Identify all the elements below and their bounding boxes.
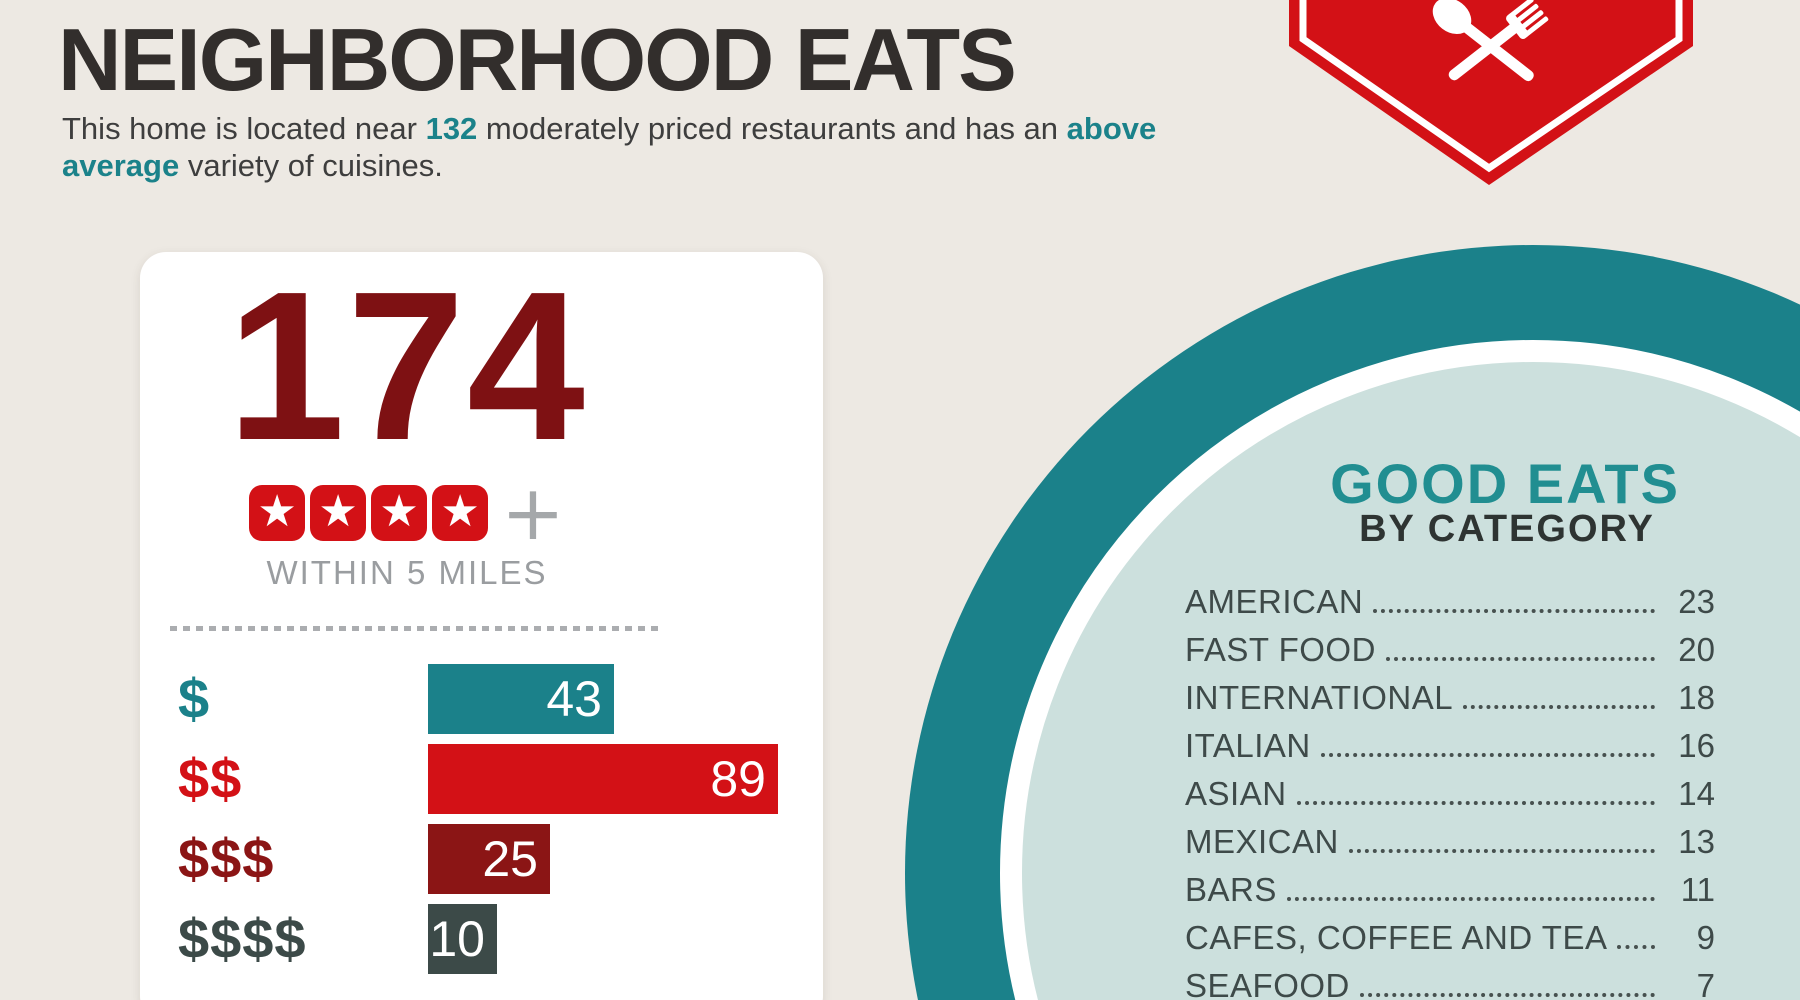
star-glyph: ★ (379, 485, 419, 537)
price-tier-label: $$$$ (178, 907, 307, 970)
dotted-leader (1296, 801, 1655, 805)
crossed-spoon-and-fork-icon (1289, 0, 1693, 185)
good-eats-subtitle: BY CATEGORY (1359, 508, 1655, 550)
category-value: 23 (1678, 583, 1715, 620)
dotted-leader (1320, 753, 1655, 757)
price-tier-label: $$$ (178, 827, 275, 890)
category-label: ITALIAN (1185, 727, 1311, 764)
category-row: ASIAN 14 (1185, 770, 1715, 818)
price-tier-value: 89 (710, 751, 766, 807)
dotted-leader (1373, 609, 1655, 613)
category-label: AMERICAN (1185, 583, 1364, 620)
price-bar-row: $$$$ 10 (140, 904, 823, 974)
category-label: SEAFOOD (1185, 967, 1350, 1000)
page-subtitle: This home is located near 132 moderately… (62, 110, 1212, 184)
star-glyph: ★ (318, 485, 358, 537)
star-icon: ★ (310, 485, 367, 541)
star-glyph: ★ (257, 485, 297, 537)
category-row: BARS 11 (1185, 866, 1715, 914)
category-row: MEXICAN 13 (1185, 818, 1715, 866)
page-title: NEIGHBORHOOD EATS (58, 10, 1017, 109)
good-eats-title: GOOD EATS (1330, 452, 1680, 515)
price-tier-value: 10 (429, 911, 485, 967)
dotted-leader (1385, 657, 1655, 661)
price-tier-label: $ (178, 667, 211, 730)
price-bar-row: $$$ 25 (140, 824, 823, 894)
star-icon: ★ (432, 485, 489, 541)
price-tier-bar: 89 (428, 744, 778, 814)
subtitle-text: moderately priced restaurants and has an (477, 111, 1067, 146)
category-value: 20 (1678, 631, 1715, 668)
category-label: INTERNATIONAL (1185, 679, 1454, 716)
radius-caption: WITHIN 5 MILES (266, 554, 548, 591)
price-tier-value: 25 (482, 831, 538, 887)
restaurant-stats-card: 174 ★ ★ ★ ★ + WITHIN 5 MILES $43 $$ 89 $$$ 25 $$$… (140, 252, 823, 1000)
total-restaurants-count: 174 (227, 247, 587, 484)
category-row: CAFES, COFFEE AND TEA 9 (1185, 914, 1715, 962)
subtitle-text: variety of cuisines. (179, 148, 443, 183)
price-tier-bar: 25 (428, 824, 550, 894)
price-tier-bar: 43 (428, 664, 614, 734)
category-label: CAFES, COFFEE AND TEA (1185, 919, 1608, 956)
dotted-leader (1617, 945, 1655, 949)
price-bar-row: $$ 89 (140, 744, 823, 814)
price-tier-value: 43 (546, 671, 602, 727)
category-label: BARS (1185, 871, 1277, 908)
dotted-leader (1348, 849, 1655, 853)
dotted-leader (1359, 993, 1655, 997)
price-tier-bar-chart: $43 $$ 89 $$$ 25 $$$$ 10 (140, 664, 823, 984)
category-row: INTERNATIONAL 18 (1185, 674, 1715, 722)
category-value: 18 (1678, 679, 1715, 716)
price-tier-bar: 10 (428, 904, 497, 974)
star-glyph: ★ (440, 485, 480, 537)
price-bar-row: $43 (140, 664, 823, 734)
category-value: 9 (1696, 919, 1715, 956)
category-list: AMERICAN 23 FAST FOOD 20 INTERNATIONAL 18 ITAL… (1185, 578, 1715, 1000)
dotted-leader (1286, 897, 1655, 901)
category-value: 11 (1680, 871, 1715, 908)
category-value: 13 (1678, 823, 1715, 860)
category-row: SEAFOOD 7 (1185, 962, 1715, 1000)
category-row: AMERICAN 23 (1185, 578, 1715, 626)
star-rating: ★ ★ ★ ★ + (140, 468, 674, 558)
star-icon: ★ (249, 485, 306, 541)
plus-icon: + (501, 468, 565, 558)
restaurant-badge (1289, 0, 1693, 186)
category-row: FAST FOOD 20 (1185, 626, 1715, 674)
star-icon: ★ (371, 485, 428, 541)
category-value: 14 (1678, 775, 1715, 812)
category-value: 16 (1678, 727, 1715, 764)
dotted-leader (1463, 705, 1655, 709)
category-label: ASIAN (1185, 775, 1287, 812)
subtitle-accent-text: 132 (425, 111, 478, 146)
category-label: MEXICAN (1185, 823, 1339, 860)
subtitle-accent-text: above average (62, 111, 1157, 183)
dashed-divider (170, 626, 664, 631)
category-value: 7 (1696, 967, 1715, 1000)
category-row: ITALIAN 16 (1185, 722, 1715, 770)
category-label: FAST FOOD (1185, 631, 1376, 668)
price-tier-label: $$ (178, 747, 243, 810)
subtitle-text: This home is located near (62, 111, 426, 146)
